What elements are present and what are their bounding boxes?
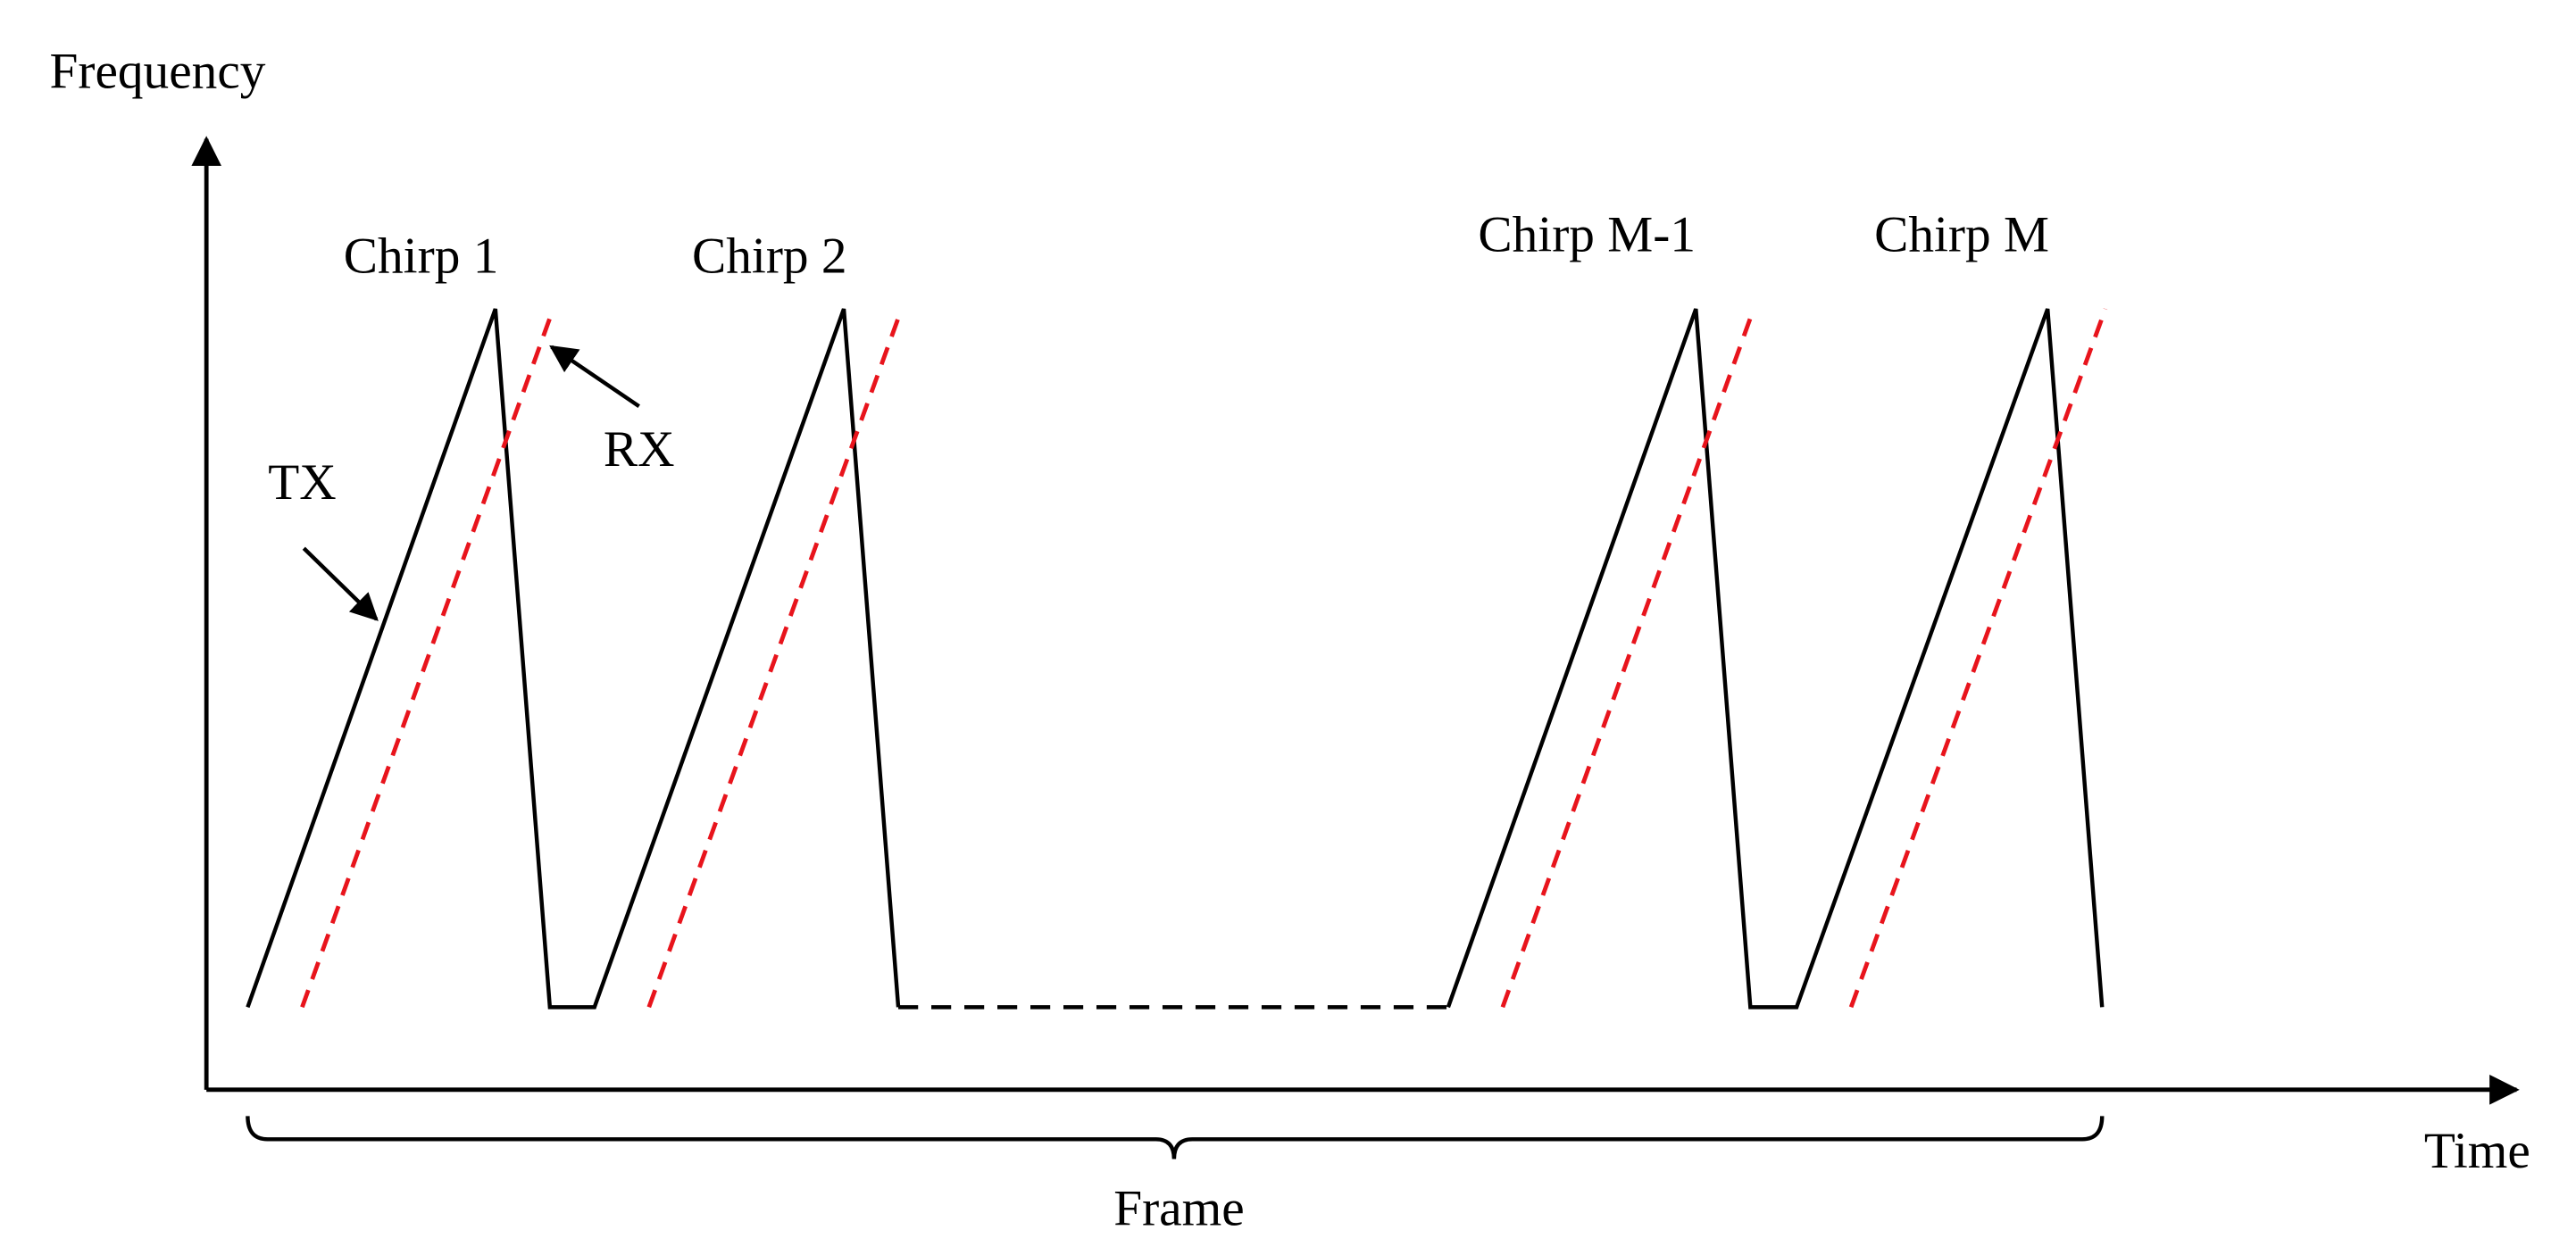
tx-label: TX: [268, 454, 336, 511]
rx-label: RX: [604, 421, 675, 478]
chirp-label: Chirp 2: [692, 229, 847, 285]
tx-signal: [1446, 308, 2105, 1010]
chirp-label: Chirp M: [1874, 207, 2049, 263]
chirp-label: Chirp M-1: [1478, 207, 1696, 263]
rx-signal: [1500, 308, 1756, 1009]
frame-label: Frame: [1113, 1181, 1244, 1237]
y-axis-label: Frequency: [49, 43, 265, 99]
rx-signal: [646, 308, 905, 1009]
rx-arrow: [549, 345, 640, 409]
rx-signal: [1848, 308, 2108, 1009]
x-axis-label: Time: [2424, 1123, 2530, 1179]
frame-brace: [246, 1116, 2105, 1159]
tx-arrow: [302, 546, 379, 621]
tx-signal: [246, 308, 901, 1010]
rx-signal: [300, 308, 555, 1009]
chirp-label: Chirp 1: [344, 229, 499, 285]
